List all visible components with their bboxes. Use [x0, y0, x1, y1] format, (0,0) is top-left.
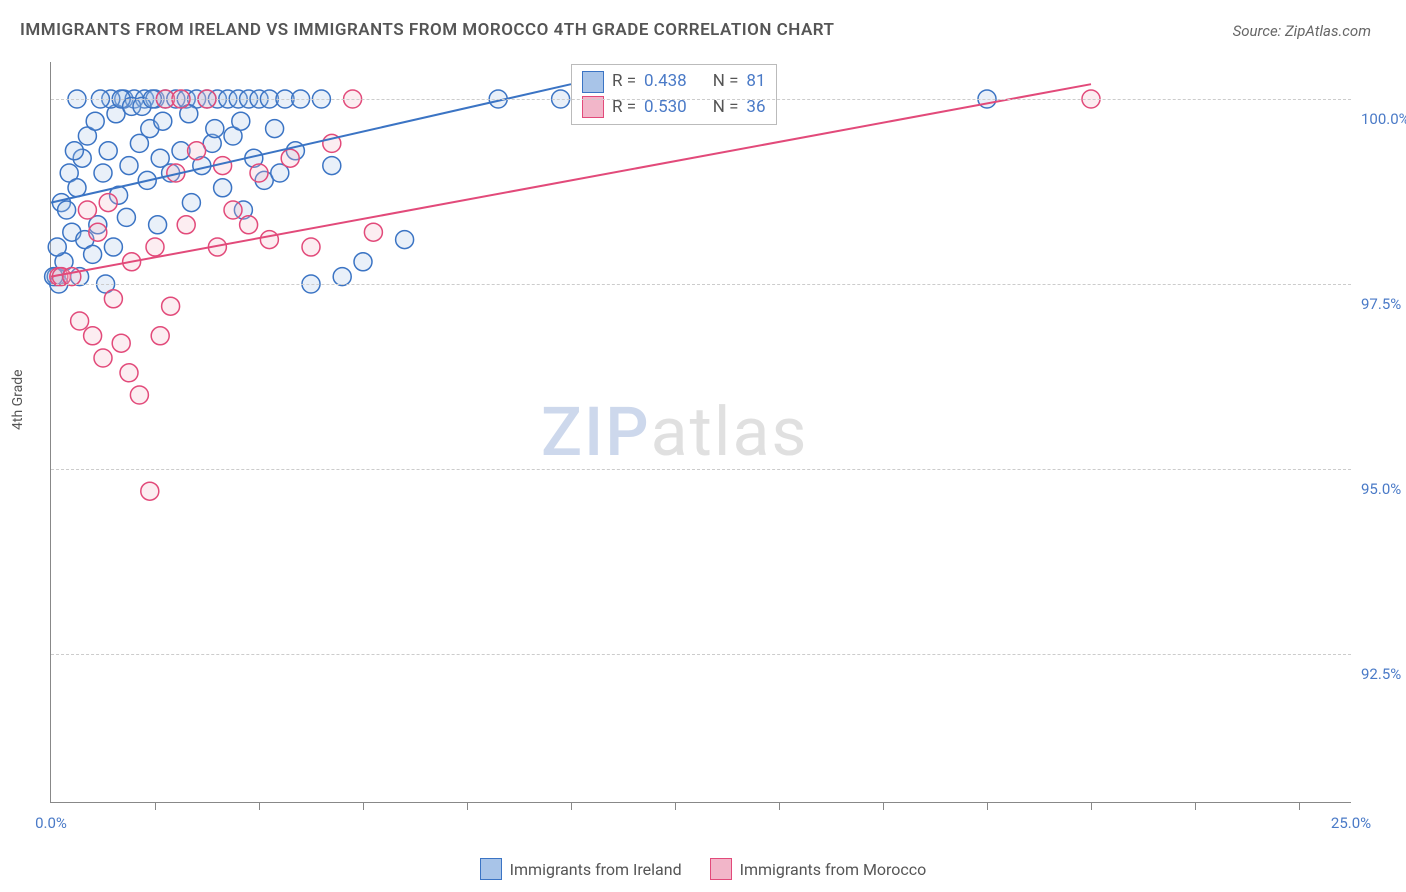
- chart-container: IMMIGRANTS FROM IRELAND VS IMMIGRANTS FR…: [0, 0, 1406, 892]
- data-point: [120, 157, 138, 175]
- legend-label-ireland: Immigrants from Ireland: [510, 860, 682, 879]
- x-minor-tick: [675, 802, 676, 810]
- x-minor-tick: [779, 802, 780, 810]
- data-point: [94, 164, 112, 182]
- data-point: [99, 142, 117, 160]
- data-point: [206, 120, 224, 138]
- x-minor-tick: [987, 802, 988, 810]
- data-point: [333, 268, 351, 286]
- gridline-h: [51, 284, 1351, 285]
- x-minor-tick: [363, 802, 364, 810]
- chart-title: IMMIGRANTS FROM IRELAND VS IMMIGRANTS FR…: [20, 20, 835, 40]
- gridline-h: [51, 99, 1351, 100]
- data-point: [99, 194, 117, 212]
- plot-area: ZIPatlas R = 0.438 N = 81 R = 0.530 N = …: [50, 62, 1351, 803]
- data-point: [281, 149, 299, 167]
- y-tick-label: 100.0%: [1361, 110, 1406, 128]
- legend-item-morocco: Immigrants from Morocco: [710, 858, 927, 880]
- source-label: Source: ZipAtlas.com: [1233, 22, 1371, 40]
- data-point: [130, 386, 148, 404]
- data-point: [354, 253, 372, 271]
- stats-row-ireland: R = 0.438 N = 81: [582, 69, 766, 95]
- n-value-a: 81: [746, 69, 765, 95]
- data-point: [323, 157, 341, 175]
- data-point: [177, 216, 195, 234]
- data-point: [104, 290, 122, 308]
- data-point: [188, 142, 206, 160]
- x-minor-tick: [155, 802, 156, 810]
- r-label-a: R =: [612, 69, 636, 95]
- data-point: [151, 327, 169, 345]
- x-tick-label: 0.0%: [35, 814, 67, 832]
- x-minor-tick: [259, 802, 260, 810]
- data-point: [154, 112, 172, 130]
- data-point: [214, 179, 232, 197]
- data-point: [364, 223, 382, 241]
- data-point: [112, 334, 130, 352]
- data-point: [94, 349, 112, 367]
- y-tick-label: 97.5%: [1361, 295, 1406, 313]
- data-point: [117, 208, 135, 226]
- data-point: [260, 231, 278, 249]
- x-minor-tick: [883, 802, 884, 810]
- gridline-h: [51, 469, 1351, 470]
- legend-item-ireland: Immigrants from Ireland: [480, 858, 682, 880]
- data-point: [232, 112, 250, 130]
- data-point: [84, 245, 102, 263]
- x-tick-label: 25.0%: [1331, 814, 1371, 832]
- data-point: [68, 179, 86, 197]
- data-point: [224, 201, 242, 219]
- data-point: [240, 216, 258, 234]
- x-minor-tick: [1299, 802, 1300, 810]
- data-point: [65, 142, 83, 160]
- data-point: [141, 482, 159, 500]
- data-point: [48, 238, 66, 256]
- swatch-ireland-icon: [582, 71, 604, 93]
- data-point: [58, 201, 76, 219]
- x-minor-tick: [467, 802, 468, 810]
- x-minor-tick: [1195, 802, 1196, 810]
- r-value-a: 0.438: [644, 69, 687, 95]
- chart-svg: [51, 62, 1351, 802]
- y-tick-label: 92.5%: [1361, 665, 1406, 683]
- stats-legend-box: R = 0.438 N = 81 R = 0.530 N = 36: [571, 64, 777, 125]
- x-minor-tick: [571, 802, 572, 810]
- data-point: [89, 223, 107, 241]
- data-point: [149, 216, 167, 234]
- data-point: [71, 312, 89, 330]
- n-label-a: N =: [713, 69, 739, 95]
- data-point: [182, 194, 200, 212]
- x-minor-tick: [1091, 802, 1092, 810]
- data-point: [84, 327, 102, 345]
- legend-swatch-morocco-icon: [710, 858, 732, 880]
- data-point: [250, 164, 268, 182]
- data-point: [266, 120, 284, 138]
- legend-swatch-ireland-icon: [480, 858, 502, 880]
- bottom-legend: Immigrants from Ireland Immigrants from …: [0, 858, 1406, 880]
- data-point: [146, 238, 164, 256]
- data-point: [302, 238, 320, 256]
- data-point: [162, 297, 180, 315]
- data-point: [86, 112, 104, 130]
- data-point: [120, 364, 138, 382]
- legend-label-morocco: Immigrants from Morocco: [740, 860, 927, 879]
- data-point: [104, 238, 122, 256]
- gridline-h: [51, 654, 1351, 655]
- y-axis-label: 4th Grade: [10, 369, 26, 430]
- y-tick-label: 95.0%: [1361, 480, 1406, 498]
- data-point: [78, 201, 96, 219]
- data-point: [63, 268, 81, 286]
- data-point: [396, 231, 414, 249]
